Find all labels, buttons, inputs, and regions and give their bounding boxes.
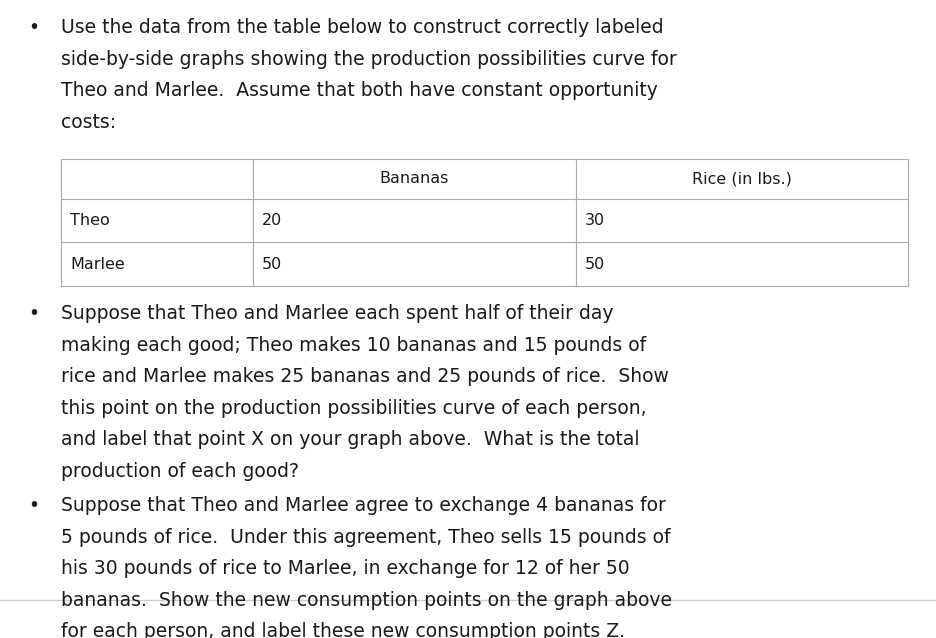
Text: Rice (in lbs.): Rice (in lbs.) — [692, 172, 792, 186]
Text: Bananas: Bananas — [379, 172, 449, 186]
Text: side-by-side graphs showing the production possibilities curve for: side-by-side graphs showing the producti… — [61, 50, 677, 69]
Text: Theo and Marlee.  Assume that both have constant opportunity: Theo and Marlee. Assume that both have c… — [61, 81, 658, 100]
Text: Marlee: Marlee — [70, 256, 124, 272]
Text: Theo: Theo — [70, 213, 110, 228]
Text: costs:: costs: — [61, 113, 116, 131]
Text: •: • — [28, 18, 39, 37]
Text: •: • — [28, 496, 39, 515]
Bar — [61, 160, 908, 286]
Text: his 30 pounds of rice to Marlee, in exchange for 12 of her 50: his 30 pounds of rice to Marlee, in exch… — [61, 559, 630, 578]
Text: and label that point X on your graph above.  What is the total: and label that point X on your graph abo… — [61, 430, 639, 449]
Text: Use the data from the table below to construct correctly labeled: Use the data from the table below to con… — [61, 18, 664, 37]
Text: production of each good?: production of each good? — [61, 461, 299, 480]
Text: Suppose that Theo and Marlee agree to exchange 4 bananas for: Suppose that Theo and Marlee agree to ex… — [61, 496, 665, 515]
Text: 5 pounds of rice.  Under this agreement, Theo sells 15 pounds of: 5 pounds of rice. Under this agreement, … — [61, 528, 670, 547]
Text: making each good; Theo makes 10 bananas and 15 pounds of: making each good; Theo makes 10 bananas … — [61, 336, 646, 355]
Text: this point on the production possibilities curve of each person,: this point on the production possibiliti… — [61, 399, 647, 418]
Text: Suppose that Theo and Marlee each spent half of their day: Suppose that Theo and Marlee each spent … — [61, 304, 613, 323]
Text: rice and Marlee makes 25 bananas and 25 pounds of rice.  Show: rice and Marlee makes 25 bananas and 25 … — [61, 367, 668, 386]
Text: for each person, and label these new consumption points Z.: for each person, and label these new con… — [61, 622, 625, 638]
Text: 50: 50 — [585, 256, 606, 272]
Text: 30: 30 — [585, 213, 606, 228]
Text: 20: 20 — [262, 213, 283, 228]
Text: 50: 50 — [262, 256, 283, 272]
Text: bananas.  Show the new consumption points on the graph above: bananas. Show the new consumption points… — [61, 591, 672, 609]
Text: •: • — [28, 304, 39, 323]
